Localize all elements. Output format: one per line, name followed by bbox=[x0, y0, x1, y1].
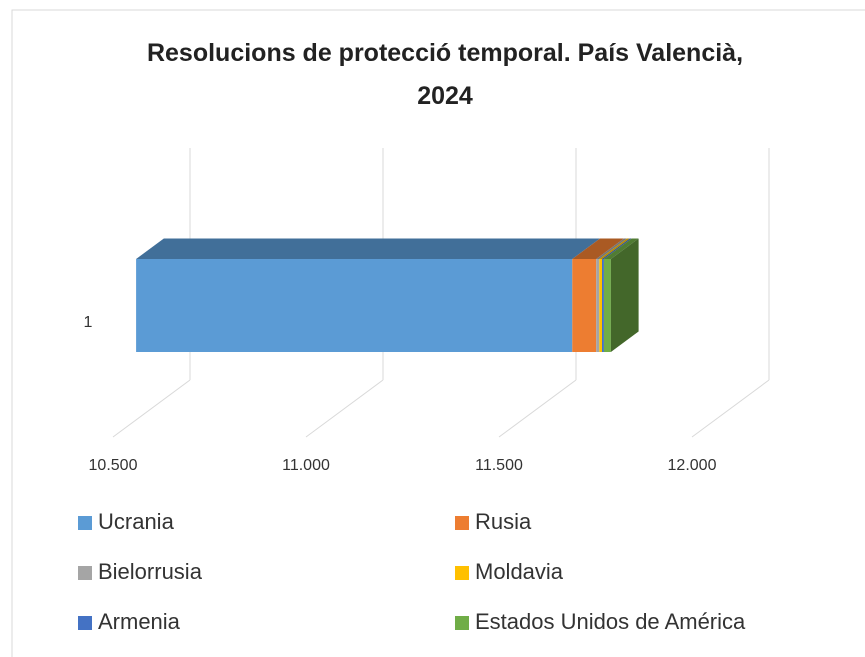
legend-label: Ucrania bbox=[98, 509, 175, 534]
x-tick-label: 11.500 bbox=[475, 457, 523, 474]
category-label: 1 bbox=[84, 314, 93, 331]
legend-label: Bielorrusia bbox=[98, 559, 203, 584]
legend-swatch bbox=[455, 516, 469, 530]
legend-label: Armenia bbox=[98, 609, 181, 634]
floor-line bbox=[112, 379, 191, 438]
legend-swatch bbox=[78, 616, 92, 630]
bar bbox=[136, 259, 573, 352]
x-tick-label: 11.000 bbox=[282, 457, 330, 474]
chart-title: Resolucions de protecció temporal. País … bbox=[146, 39, 744, 110]
bar-top bbox=[602, 238, 632, 259]
bar-top bbox=[596, 238, 628, 259]
bar bbox=[572, 259, 597, 352]
bar-top bbox=[599, 238, 630, 259]
legend-label: Moldavia bbox=[475, 559, 564, 584]
x-tick-label: 10.500 bbox=[89, 457, 138, 474]
bar bbox=[596, 259, 600, 352]
floor-line bbox=[691, 379, 770, 438]
bar-side bbox=[610, 238, 639, 352]
legend-swatch bbox=[78, 516, 92, 530]
floor-line bbox=[498, 379, 577, 438]
bar-top bbox=[136, 238, 600, 259]
legend-swatch bbox=[455, 616, 469, 630]
legend-label: Estados Unidos de América bbox=[475, 609, 746, 634]
bar bbox=[599, 259, 603, 352]
bar bbox=[603, 259, 611, 352]
bar-top bbox=[603, 238, 639, 259]
legend-label: Rusia bbox=[475, 509, 532, 534]
floor-line bbox=[305, 379, 384, 438]
legend-swatch bbox=[78, 566, 92, 580]
x-tick-label: 12.000 bbox=[668, 457, 717, 474]
bar bbox=[602, 259, 604, 352]
legend-swatch bbox=[455, 566, 469, 580]
bar-top bbox=[572, 238, 624, 259]
